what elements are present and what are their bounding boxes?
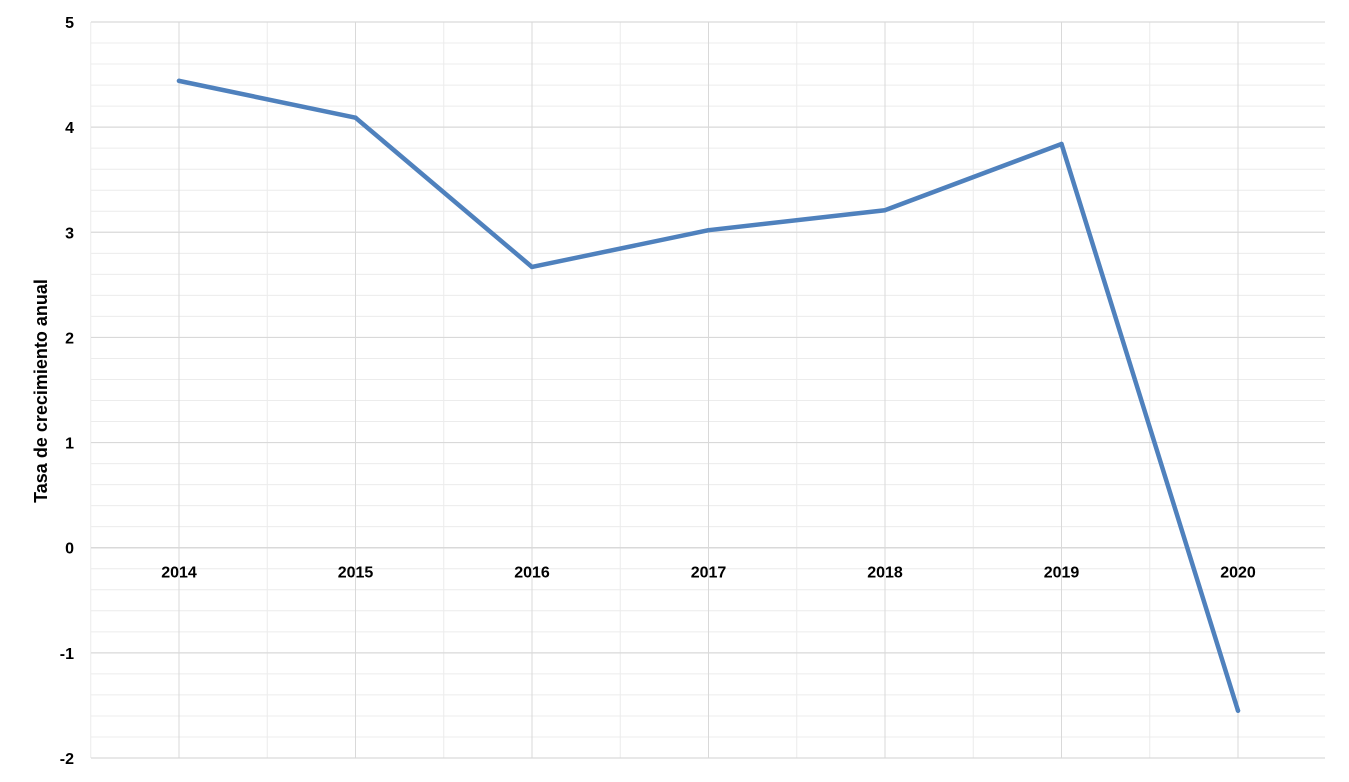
x-tick-label: 2020 (1220, 565, 1256, 582)
data-point (529, 264, 535, 270)
series-group (176, 78, 1241, 713)
y-tick-label: 5 (65, 15, 74, 32)
y-axis-tick-labels: 5 4 3 2 1 0 -1 -2 (60, 15, 74, 768)
y-tick-label: 4 (65, 120, 74, 137)
x-tick-label: 2015 (338, 565, 374, 582)
data-point (176, 78, 182, 84)
y-tick-label: 3 (65, 225, 74, 242)
data-point (1235, 708, 1241, 713)
x-tick-label: 2018 (867, 565, 903, 582)
data-point (882, 208, 888, 213)
x-tick-label: 2014 (161, 565, 197, 582)
y-tick-label: -2 (60, 751, 74, 768)
data-point (353, 115, 358, 120)
x-tick-label: 2016 (514, 565, 550, 582)
x-tick-label: 2017 (691, 565, 727, 582)
x-axis-tick-labels: 2014 2015 2016 2017 2018 2019 2020 (161, 565, 1256, 582)
y-axis-title: Tasa de crecimiento anual (31, 279, 51, 503)
data-point (706, 227, 711, 233)
y-tick-label: 1 (65, 436, 74, 453)
y-tick-label: 2 (65, 330, 74, 347)
data-point (1059, 141, 1064, 147)
y-tick-label: -1 (60, 646, 74, 663)
x-tick-label: 2019 (1044, 565, 1080, 582)
y-tick-label: 0 (65, 541, 74, 558)
